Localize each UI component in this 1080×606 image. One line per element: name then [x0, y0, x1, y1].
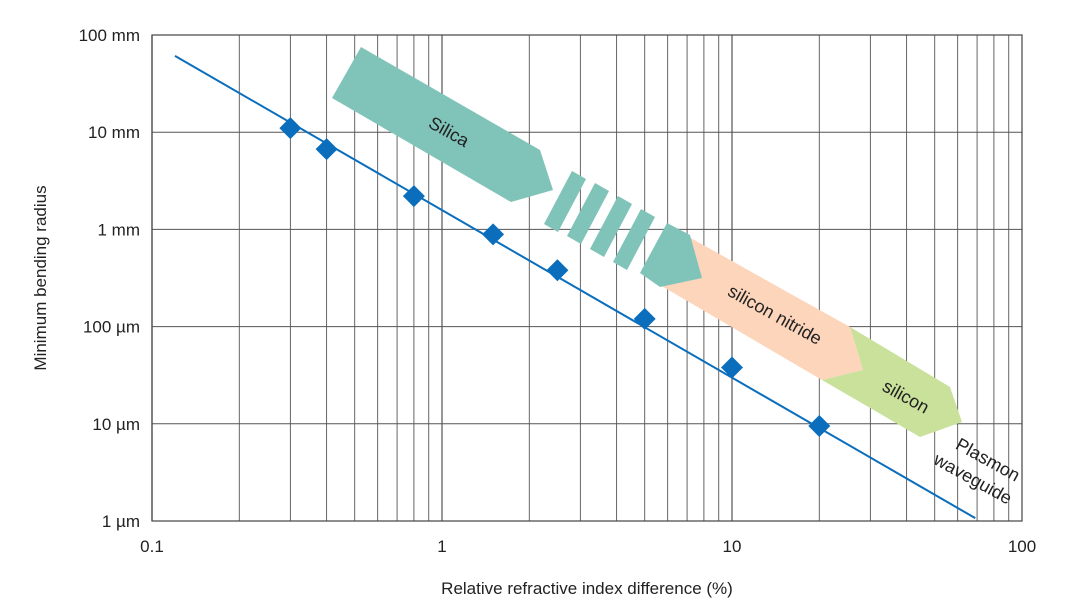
tick-labels: 0.1 1 10 100 1 µm 10 µm 100 µm 1 mm 10 mm 100 mm — [79, 26, 1037, 556]
material-arrows — [332, 47, 962, 437]
grid — [151, 34, 1023, 522]
y-axis-label: Minimum bending radius — [31, 185, 50, 370]
x-axis-label: Relative refractive index difference (%) — [441, 579, 733, 598]
x-tick-label: 1 — [437, 537, 446, 556]
data-series — [174, 55, 976, 520]
data-point — [721, 356, 743, 379]
y-tick-label: 10 µm — [92, 415, 140, 434]
plot-frame — [151, 34, 1023, 522]
data-point — [633, 307, 656, 330]
silicon-nitride-arrow — [660, 232, 863, 380]
silicon-arrow — [822, 327, 962, 437]
x-tick-label: 10 — [723, 537, 742, 556]
y-tick-label: 10 mm — [88, 123, 140, 142]
y-tick-label: 100 µm — [83, 318, 140, 337]
data-point — [402, 185, 425, 208]
y-tick-label: 1 µm — [102, 512, 140, 531]
data-point — [315, 138, 338, 161]
silica-stripe — [567, 183, 609, 244]
data-point — [279, 117, 302, 140]
x-tick-label: 100 — [1008, 537, 1036, 556]
silica-stripe — [613, 209, 655, 270]
silica-stripe — [590, 196, 632, 257]
fit-line — [174, 55, 976, 520]
data-point — [482, 223, 505, 246]
y-tick-label: 100 mm — [79, 26, 140, 45]
x-tick-label: 0.1 — [140, 537, 164, 556]
data-point — [808, 414, 831, 437]
data-point — [546, 259, 569, 282]
silica-arrow — [332, 47, 553, 202]
y-tick-label: 1 mm — [98, 220, 141, 239]
silica-stripe — [544, 171, 586, 232]
silica-arrow-head — [640, 223, 702, 287]
